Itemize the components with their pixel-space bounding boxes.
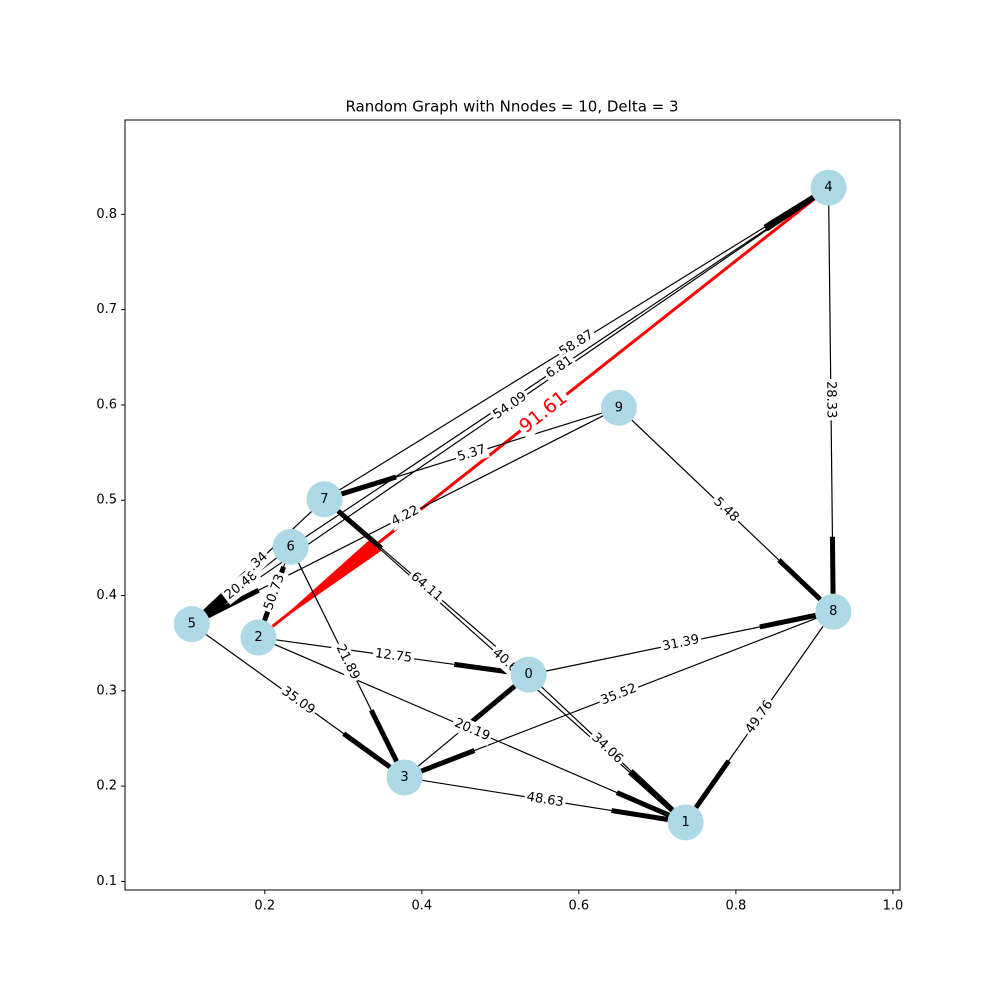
edge-label: 12.75 xyxy=(374,646,413,666)
node-label: 3 xyxy=(400,770,408,785)
node xyxy=(173,606,210,643)
y-tick-label: 0.7 xyxy=(96,302,117,317)
edge-label-bg xyxy=(488,387,532,425)
edge-label-bg xyxy=(259,569,290,615)
edge-label-bg xyxy=(371,644,416,668)
edge-label-bg xyxy=(554,325,599,362)
node xyxy=(810,169,847,206)
x-tick-label: 1.0 xyxy=(883,899,904,914)
edge-arrow xyxy=(340,474,397,497)
edge-label-bg xyxy=(596,679,642,711)
node xyxy=(386,759,423,796)
edge-label-bg xyxy=(386,500,424,531)
edge-arrow xyxy=(369,709,399,763)
node xyxy=(272,528,309,565)
node-label: 8 xyxy=(829,604,837,619)
nodes: 0 1 2 3 4 5 6 7 8 9 xyxy=(173,169,852,841)
node-label: 1 xyxy=(681,815,689,830)
edge-arrow xyxy=(469,684,517,725)
edge-label-bg xyxy=(330,639,365,685)
node xyxy=(510,656,547,693)
edge-arrow xyxy=(629,769,675,812)
edge-label-bg xyxy=(740,695,779,739)
edge-label-group: 4.22 xyxy=(386,500,424,531)
node-label: 2 xyxy=(254,630,262,645)
edge-label-group: .34 xyxy=(243,547,273,577)
edge-label-group: 28.33 xyxy=(822,378,840,421)
edge-label-bg xyxy=(243,547,273,577)
edge-arrow xyxy=(829,536,836,594)
x-tick-label: 0.2 xyxy=(254,899,275,914)
edge-arrow xyxy=(342,731,392,770)
edge-label-bg xyxy=(449,713,495,746)
y-tick-label: 0.1 xyxy=(96,874,117,889)
edge-label-group: 12.75 xyxy=(371,644,416,668)
plot-frame xyxy=(124,119,901,891)
edge-arrow xyxy=(420,748,476,774)
y-tick-label: 0.3 xyxy=(96,683,117,698)
node xyxy=(306,481,343,518)
node xyxy=(240,619,277,656)
edge-arrow xyxy=(272,538,382,627)
edge-arrow xyxy=(615,790,671,818)
edge-label: 31.39 xyxy=(661,632,700,654)
edge-label-group: 5.37 xyxy=(453,440,490,467)
node xyxy=(667,804,704,841)
edge-label: 48.63 xyxy=(526,790,565,811)
edge-arrow xyxy=(453,661,512,675)
edge-label: 28.33 xyxy=(823,381,838,418)
edge-label-group: 48.63 xyxy=(523,788,567,812)
edge-label-bg xyxy=(523,788,567,812)
edge-label-bg xyxy=(405,567,448,607)
edge-arrow xyxy=(611,808,669,822)
edge-label-group: 31.39 xyxy=(659,630,703,656)
edge-label-bg xyxy=(822,378,840,421)
y-tick-label: 0.2 xyxy=(96,779,117,794)
edge-arrow xyxy=(777,558,822,602)
edge-label-bg xyxy=(659,630,703,656)
edge-label-bg xyxy=(276,681,320,720)
node-label: 4 xyxy=(824,180,832,195)
node-label: 7 xyxy=(320,492,328,507)
y-tick-label: 0.5 xyxy=(96,493,117,508)
edge-label-bg xyxy=(586,728,628,769)
x-tick-label: 0.6 xyxy=(569,899,590,914)
x-tick-label: 0.8 xyxy=(726,899,747,914)
node-label: 6 xyxy=(287,539,295,554)
edge-label-bg xyxy=(708,492,744,528)
edge-arrow xyxy=(759,612,817,630)
edge-label-bg xyxy=(219,566,263,605)
node-label: 9 xyxy=(615,400,623,415)
edge-label-bg xyxy=(453,440,490,467)
node-label: 0 xyxy=(524,667,532,682)
y-tick-label: 0.4 xyxy=(96,588,117,603)
y-tick-label: 0.6 xyxy=(96,397,117,412)
chart-title: Random Graph with Nnodes = 10, Delta = 3 xyxy=(345,98,678,116)
x-tick-label: 0.4 xyxy=(411,899,432,914)
edge-arrow xyxy=(693,759,731,810)
node-label: 5 xyxy=(188,617,196,632)
node xyxy=(600,389,637,426)
edge-label-bg xyxy=(541,351,579,384)
edge-label-bg xyxy=(512,384,574,440)
y-tick-label: 0.8 xyxy=(96,207,117,222)
edge-arrow xyxy=(206,588,260,619)
node xyxy=(815,593,852,630)
